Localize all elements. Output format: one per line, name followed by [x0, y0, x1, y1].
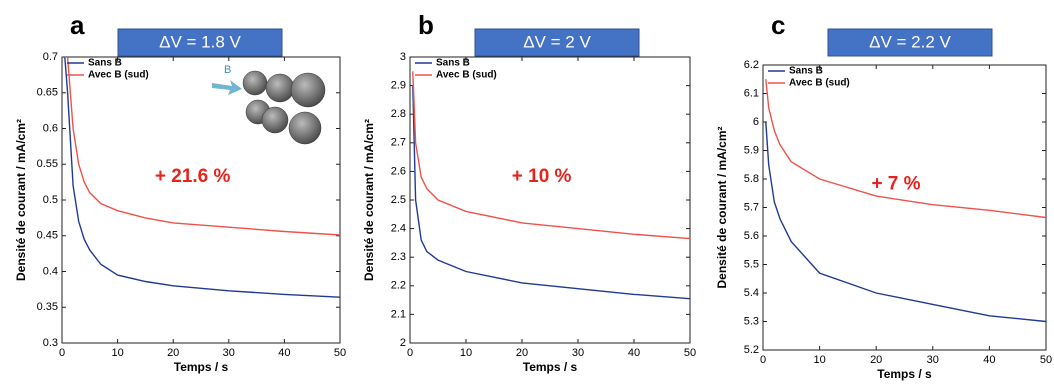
y-tick-label: 5.7: [744, 201, 759, 213]
legend-label: Sans B: [88, 58, 122, 69]
annotation: + 7 %: [871, 174, 920, 195]
y-axis-label: Densité de courant / mA/cm²: [14, 119, 28, 281]
x-axis-label: Temps / s: [174, 360, 229, 374]
y-tick-label: 6.2: [744, 59, 759, 71]
y-tick-label: 2.4: [391, 223, 406, 235]
banner-text: ΔV = 1.8 V: [159, 32, 241, 51]
banner: [827, 28, 993, 57]
panel-label: b: [418, 10, 434, 40]
x-tick-label: 30: [927, 354, 939, 366]
y-tick-label: 6.1: [744, 87, 759, 99]
legend-label: Avec B (sud): [88, 70, 149, 81]
y-tick-label: 0.7: [43, 51, 58, 63]
banner: [117, 28, 283, 57]
y-tick-label: 2.9: [391, 80, 406, 92]
y-tick-label: 0.55: [37, 158, 58, 170]
banner: [474, 28, 640, 57]
data-line: [765, 121, 1046, 323]
x-tick-label: 50: [684, 347, 696, 359]
data-line: [64, 57, 340, 236]
data-line: [412, 85, 690, 300]
y-tick-label: 2.5: [391, 194, 406, 206]
magnet: [288, 111, 322, 145]
y-tick-label: 0.65: [37, 87, 58, 99]
y-tick-label: 0.5: [43, 194, 58, 206]
magnet: [290, 72, 326, 108]
x-tick-label: 40: [278, 347, 290, 359]
plot-lines: [412, 71, 690, 300]
y-tick-label: 5.8: [744, 173, 759, 185]
plot-area: [409, 56, 691, 344]
data-line: [412, 71, 690, 240]
plot-lines: [765, 79, 1046, 323]
y-tick-label: 5.6: [744, 230, 759, 242]
data-line: [765, 79, 1046, 219]
y-tick-label: 2.7: [391, 137, 406, 149]
panel-label: c: [771, 10, 785, 40]
y-tick-label: 2.6: [391, 165, 406, 177]
plot-area: [762, 64, 1047, 351]
x-axis-label: Temps / s: [877, 367, 932, 381]
y-tick-label: 2: [400, 337, 406, 349]
x-tick-label: 30: [223, 347, 235, 359]
y-tick-label: 0.45: [37, 230, 58, 242]
x-tick-label: 10: [111, 347, 123, 359]
y-tick-label: 2.1: [391, 308, 406, 320]
legend-label: Sans B: [436, 58, 470, 69]
x-tick-label: 40: [983, 354, 995, 366]
banner-text: ΔV = 2 V: [523, 32, 591, 51]
y-tick-label: 5.9: [744, 144, 759, 156]
inset-label: B: [224, 64, 231, 76]
x-tick-label: 0: [59, 347, 65, 359]
x-tick-label: 20: [516, 347, 528, 359]
x-tick-label: 10: [813, 354, 825, 366]
magnet: [261, 106, 289, 134]
y-axis-label: Densité de courant / mA/cm²: [362, 119, 376, 281]
x-tick-label: 40: [628, 347, 640, 359]
data-line: [64, 57, 340, 298]
annotation: + 21.6 %: [155, 166, 231, 187]
magnet: [242, 70, 268, 96]
x-tick-label: 50: [1040, 354, 1052, 366]
y-tick-label: 0.6: [43, 122, 58, 134]
x-tick-label: 50: [334, 347, 346, 359]
field-arrow: [212, 80, 242, 95]
x-axis-label: Temps / s: [523, 360, 578, 374]
y-tick-label: 0.3: [43, 337, 58, 349]
y-tick-label: 0.35: [37, 301, 58, 313]
annotation: + 10 %: [512, 166, 572, 187]
plot-lines: [64, 57, 340, 298]
legend-label: Sans B: [789, 66, 823, 77]
y-tick-label: 5.4: [744, 287, 759, 299]
y-tick-label: 5.5: [744, 258, 759, 270]
y-axis-label: Densité de courant / mA/cm²: [715, 126, 729, 288]
y-tick-label: 5.3: [744, 315, 759, 327]
panel-label: a: [70, 10, 85, 40]
y-tick-label: 6: [753, 116, 759, 128]
legend-label: Avec B (sud): [789, 78, 850, 89]
y-tick-label: 3: [400, 51, 406, 63]
y-tick-label: 2.2: [391, 280, 406, 292]
y-tick-label: 2.8: [391, 108, 406, 120]
x-tick-label: 20: [870, 354, 882, 366]
x-tick-label: 30: [572, 347, 584, 359]
x-tick-label: 0: [760, 354, 766, 366]
y-tick-label: 0.4: [43, 265, 58, 277]
legend-label: Avec B (sud): [436, 70, 497, 81]
y-tick-label: 5.2: [744, 344, 759, 356]
y-tick-label: 2.3: [391, 251, 406, 263]
magnet: [265, 73, 295, 103]
x-tick-label: 10: [460, 347, 472, 359]
x-tick-label: 20: [167, 347, 179, 359]
x-tick-label: 0: [407, 347, 413, 359]
banner-text: ΔV = 2.2 V: [869, 32, 951, 51]
